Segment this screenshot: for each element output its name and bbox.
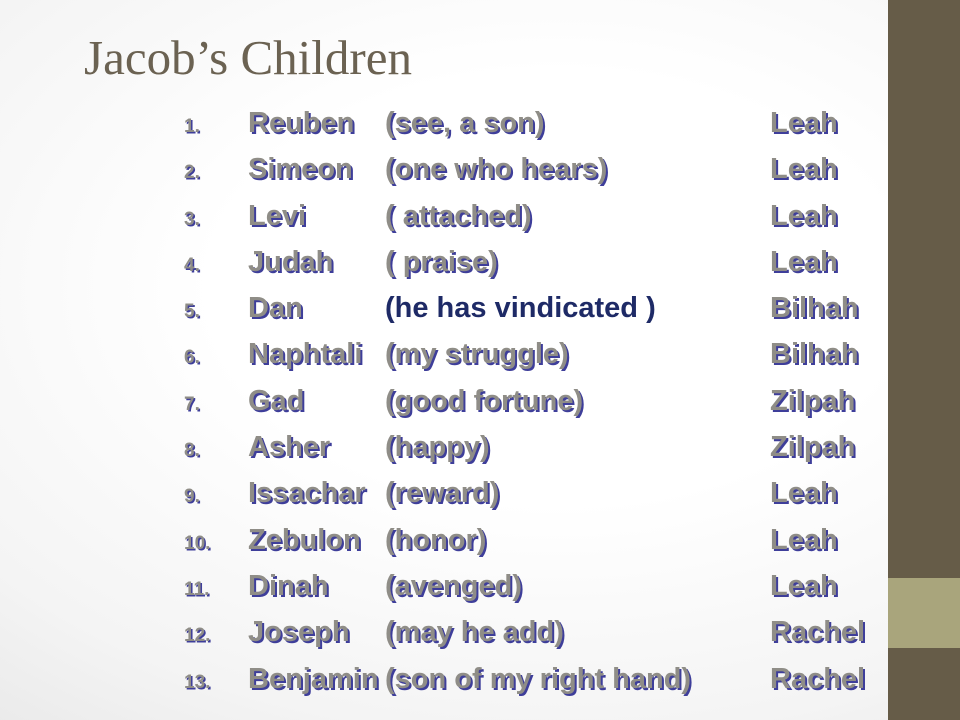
item-number: 2. <box>184 162 200 184</box>
mother-name: Zilpah <box>770 431 856 464</box>
child-name: Simeon <box>248 153 353 186</box>
list-item: 1. Reuben (see, a son) Leah <box>184 100 884 146</box>
mother-name: Leah <box>770 199 838 232</box>
mother-name: Zilpah <box>770 384 856 417</box>
mother-name: Leah <box>770 477 838 510</box>
child-name: Dan <box>248 292 303 325</box>
name-meaning: (honor) <box>385 523 487 556</box>
mother-name: Leah <box>770 569 838 602</box>
list-item: 4. Judah ( praise) Leah <box>184 239 884 285</box>
list-item: 13. Benjamin (son of my right hand) Rachel <box>184 656 884 702</box>
list-item: 8. Asher (happy) Zilpah <box>184 424 884 470</box>
list-item: 7. Gad (good fortune) Zilpah <box>184 378 884 424</box>
mother-name: Leah <box>770 153 838 186</box>
name-meaning: (may he add) <box>385 616 564 649</box>
item-number: 3. <box>184 208 200 230</box>
list-item: 6. Naphtali (my struggle) Bilhah <box>184 331 884 377</box>
list-item: 9. Issachar (reward) Leah <box>184 470 884 516</box>
child-name: Naphtali <box>248 338 363 371</box>
name-meaning: (good fortune) <box>385 384 584 417</box>
name-meaning: (one who hears) <box>385 153 608 186</box>
child-name: Benjamin <box>248 662 379 695</box>
name-meaning: (son of my right hand) <box>385 662 692 695</box>
item-number: 12. <box>184 625 211 647</box>
accent-square <box>888 578 960 648</box>
child-name: Joseph <box>248 616 350 649</box>
child-name: Issachar <box>248 477 366 510</box>
name-meaning: (happy) <box>385 431 490 464</box>
list-item: 10. Zebulon (honor) Leah <box>184 517 884 563</box>
list-item: 12. Joseph (may he add) Rachel <box>184 609 884 655</box>
children-list: 1. Reuben (see, a son) Leah 2. Simeon (one wh… <box>184 100 884 702</box>
child-name: Dinah <box>248 569 329 602</box>
child-name: Levi <box>248 199 307 232</box>
item-number: 5. <box>184 301 200 323</box>
name-meaning: ( praise) <box>385 245 498 278</box>
slide-title: Jacob’s Children <box>84 30 412 85</box>
item-number: 6. <box>184 347 200 369</box>
name-meaning: (avenged) <box>385 569 522 602</box>
item-number: 7. <box>184 393 200 415</box>
list-item: 11. Dinah (avenged) Leah <box>184 563 884 609</box>
child-name: Zebulon <box>248 523 361 556</box>
name-meaning: (see, a son) <box>385 107 545 139</box>
right-accent-bar <box>888 0 960 720</box>
name-meaning: (my struggle) <box>385 338 569 371</box>
mother-name: Rachel <box>770 662 866 695</box>
mother-name: Rachel <box>770 616 866 649</box>
list-item: 3. Levi ( attached) Leah <box>184 193 884 239</box>
list-item: 2. Simeon (one who hears) Leah <box>184 146 884 192</box>
child-name: Asher <box>248 431 331 464</box>
mother-name: Bilhah <box>770 292 859 325</box>
item-number: 10. <box>184 532 211 554</box>
item-number: 8. <box>184 440 200 462</box>
child-name: Gad <box>248 384 305 417</box>
mother-name: Leah <box>770 523 838 556</box>
list-item: 5. Dan (he has vindicated ) Bilhah <box>184 285 884 331</box>
mother-name: Bilhah <box>770 338 859 371</box>
item-number: 9. <box>184 486 200 508</box>
child-name: Judah <box>248 245 334 278</box>
name-meaning: ( attached) <box>385 199 532 232</box>
item-number: 4. <box>184 254 200 276</box>
mother-name: Leah <box>770 107 838 139</box>
mother-name: Leah <box>770 245 838 278</box>
child-name: Reuben <box>248 107 355 139</box>
item-number: 11. <box>184 578 210 600</box>
name-meaning: (reward) <box>385 477 500 510</box>
name-meaning-highlighted: (he has vindicated ) <box>385 292 656 325</box>
item-number: 13. <box>184 671 211 693</box>
item-number: 1. <box>184 116 200 137</box>
